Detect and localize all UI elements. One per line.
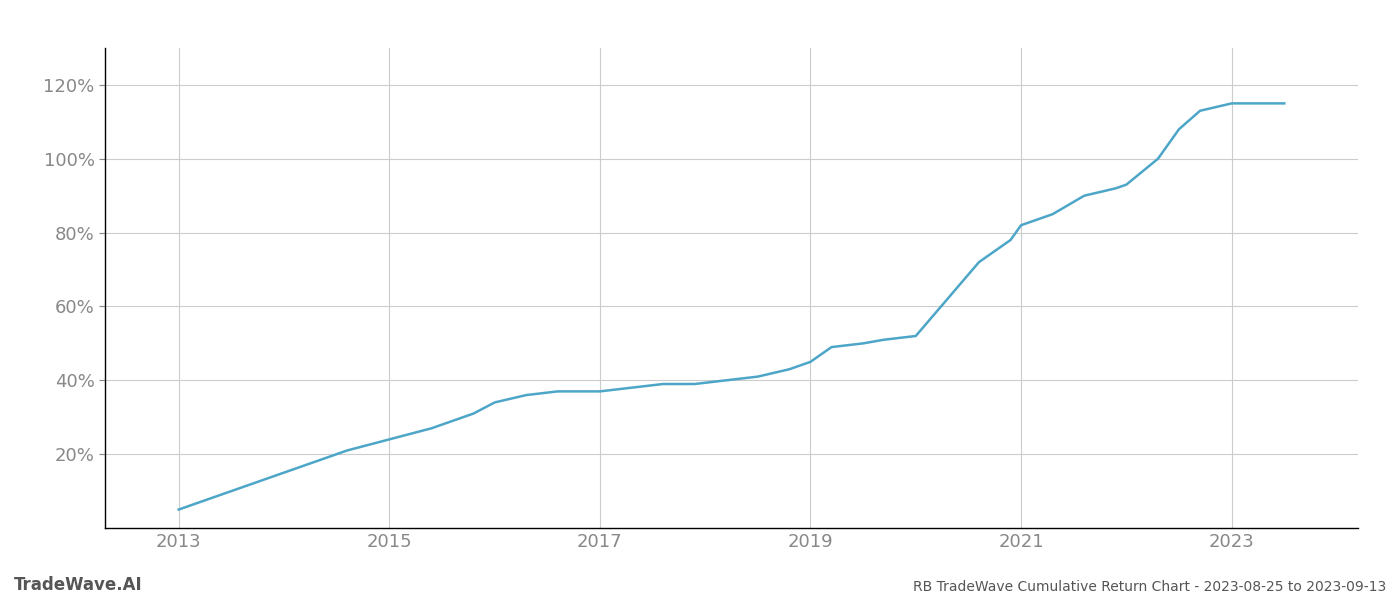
Text: RB TradeWave Cumulative Return Chart - 2023-08-25 to 2023-09-13: RB TradeWave Cumulative Return Chart - 2…	[913, 580, 1386, 594]
Text: TradeWave.AI: TradeWave.AI	[14, 576, 143, 594]
